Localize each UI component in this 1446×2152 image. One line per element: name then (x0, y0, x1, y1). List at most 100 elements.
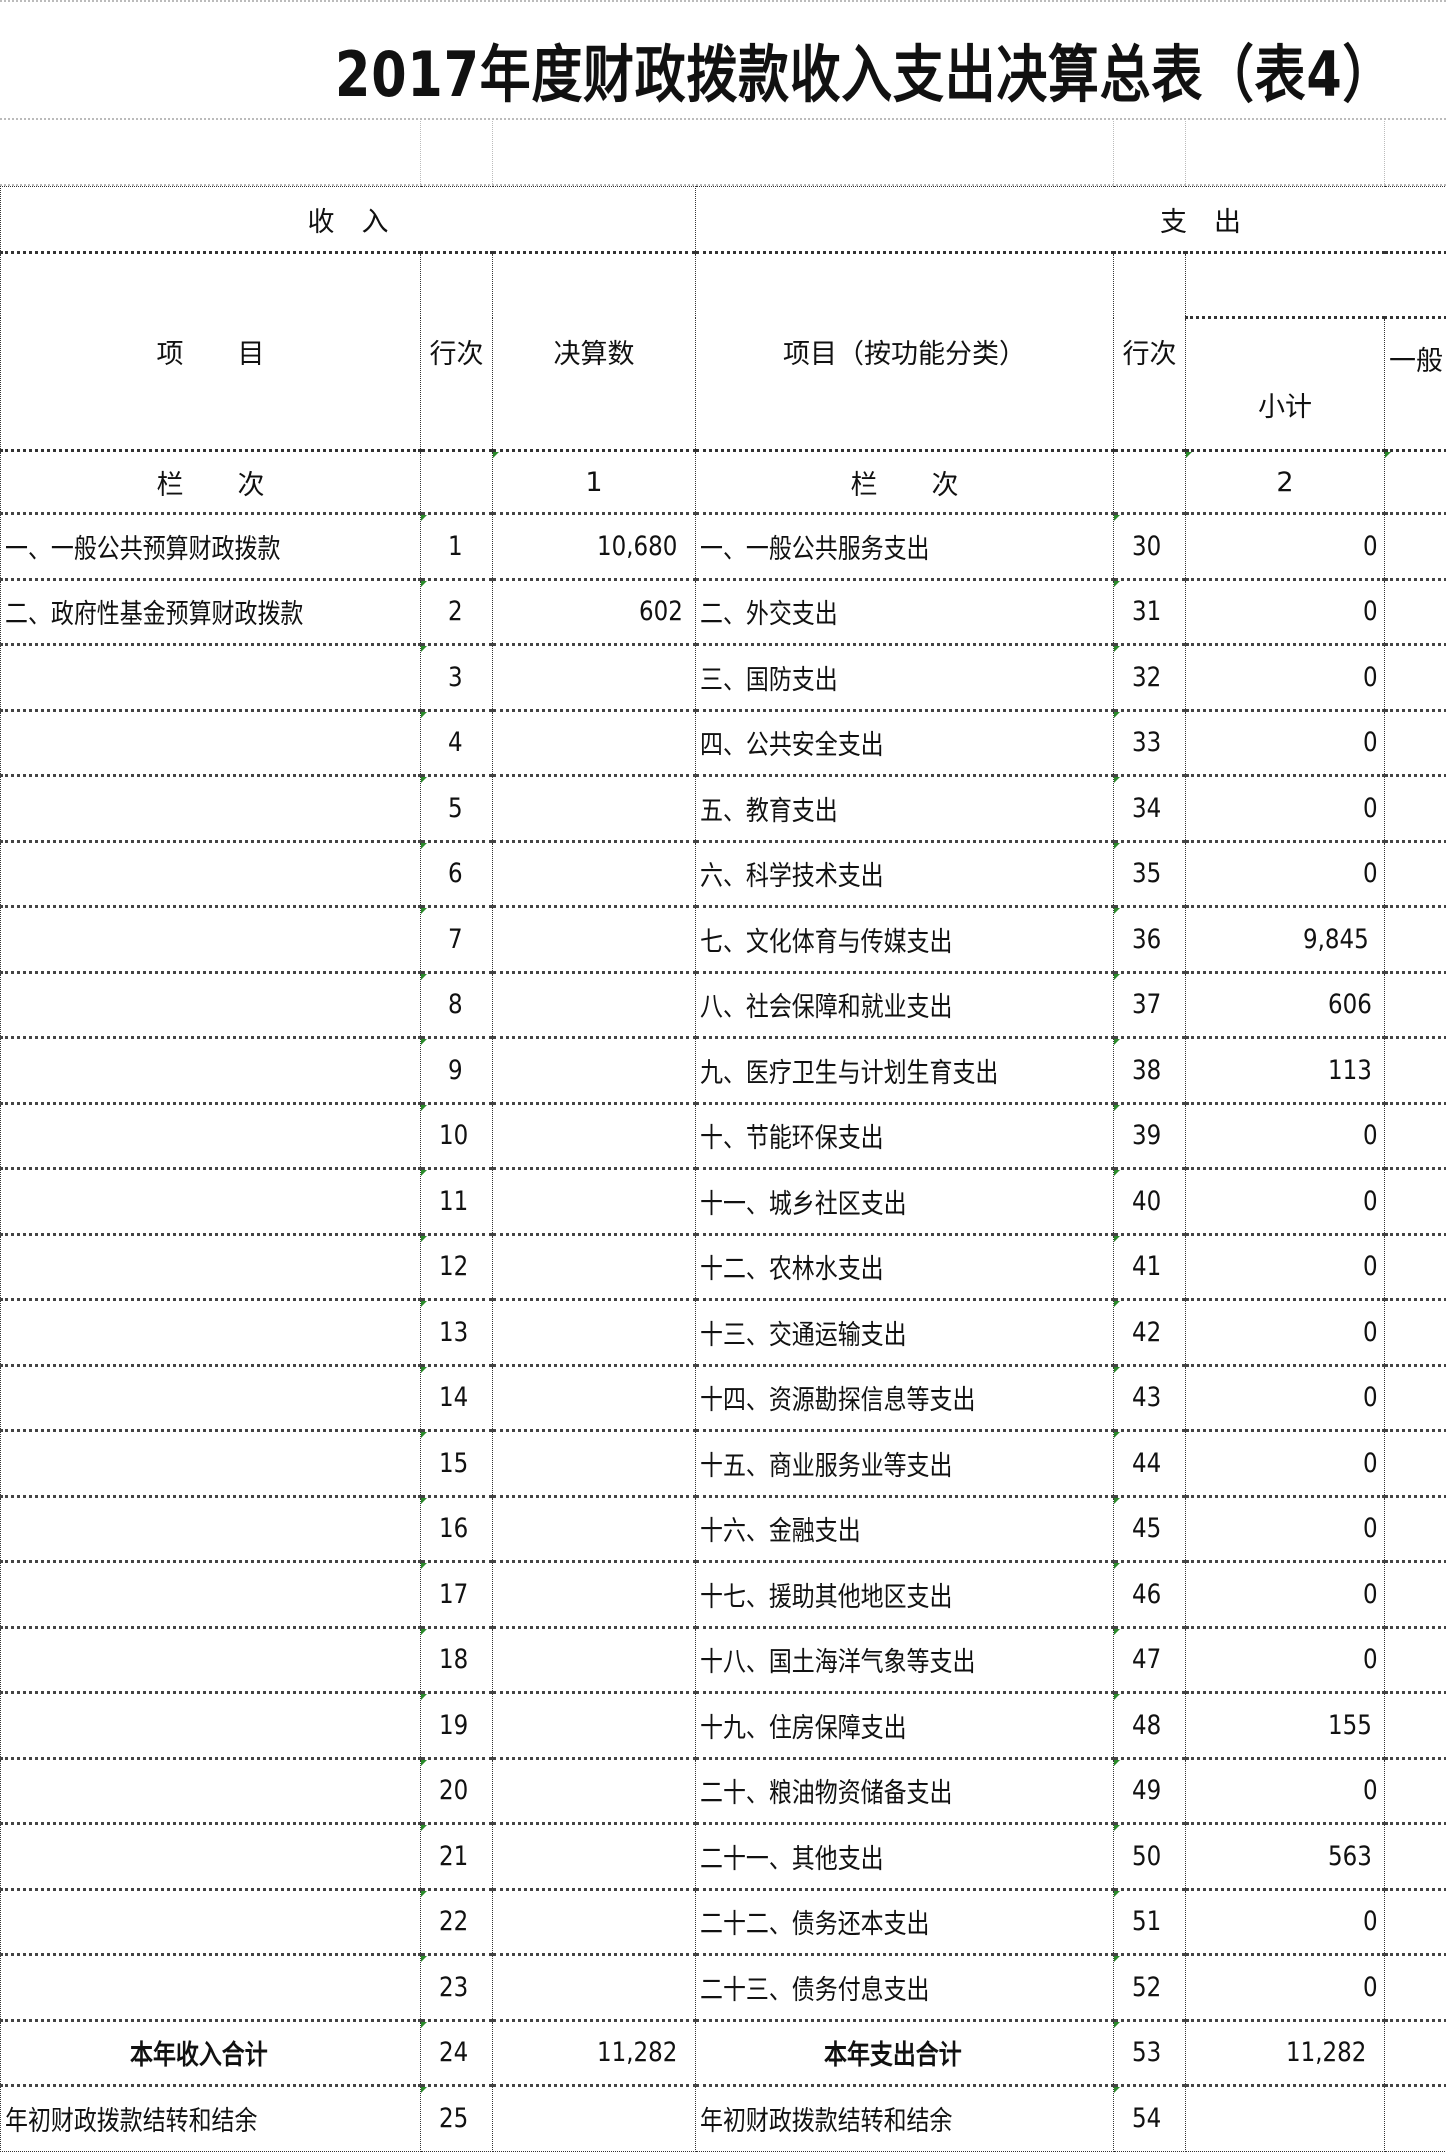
income-total-row-no: 24 (421, 2020, 493, 2086)
subtotal-header: 小计 (1186, 318, 1385, 451)
expense-row-no: 35 (1114, 841, 1186, 907)
income-row-no: 10 (421, 1103, 493, 1169)
expense-item-text: 十、节能环保支出 (700, 1116, 884, 1155)
general-budget-amount (1385, 1496, 1446, 1562)
income-row-no-text: 7 (448, 924, 463, 955)
expense-row-no: 32 (1114, 645, 1186, 711)
income-item (1, 1758, 421, 1824)
income-row-no: 4 (421, 710, 493, 776)
expense-total-row-no-text: 53 (1132, 2037, 1161, 2068)
income-row-no: 9 (421, 1038, 493, 1104)
expense-subtotal: 0 (1186, 1562, 1385, 1628)
empty-cell (1114, 451, 1186, 514)
expense-row-no-text: 46 (1132, 1579, 1161, 1610)
income-row-no: 14 (421, 1365, 493, 1431)
expense-row-no-text: 37 (1132, 989, 1161, 1020)
income-row-no: 21 (421, 1824, 493, 1890)
income-item (1, 1169, 421, 1235)
income-amount (493, 1300, 696, 1366)
expense-item: 十九、住房保障支出 (696, 1693, 1114, 1759)
income-row-no: 2 (421, 579, 493, 645)
expense-subtotal-text: 0 (1363, 531, 1378, 562)
expense-subtotal-text: 113 (1328, 1055, 1372, 1086)
expense-row-no: 50 (1114, 1824, 1186, 1890)
expense-subtotal: 0 (1186, 1300, 1385, 1366)
income-amount (493, 841, 696, 907)
general-budget-amount (1385, 645, 1446, 711)
income-row-no: 18 (421, 1627, 493, 1693)
general-budget-amount (1385, 514, 1446, 580)
income-row-no: 16 (421, 1496, 493, 1562)
general-budget-amount (1385, 841, 1446, 907)
expense-item: 五、教育支出 (696, 776, 1114, 842)
expense-row-no-text: 40 (1132, 1186, 1161, 1217)
expense-item-text: 九、医疗卫生与计划生育支出 (700, 1051, 998, 1090)
income-amount (493, 1103, 696, 1169)
expense-row-no: 30 (1114, 514, 1186, 580)
income-amount (493, 776, 696, 842)
income-item (1, 1300, 421, 1366)
expense-item: 六、科学技术支出 (696, 841, 1114, 907)
expense-item-text: 十九、住房保障支出 (700, 1706, 907, 1745)
expense-subtotal: 0 (1186, 579, 1385, 645)
expense-subtotal: 0 (1186, 1169, 1385, 1235)
expense-item: 二十二、债务还本支出 (696, 1889, 1114, 1955)
income-header: 收 入 (1, 187, 696, 253)
income-row-no: 17 (421, 1562, 493, 1628)
expense-row-no: 51 (1114, 1889, 1186, 1955)
expense-row-no: 46 (1114, 1562, 1186, 1628)
expense-item: 十七、援助其他地区支出 (696, 1562, 1114, 1628)
general-budget-amount (1385, 1431, 1446, 1497)
expense-row-no: 36 (1114, 907, 1186, 973)
expense-subtotal: 0 (1186, 710, 1385, 776)
general-budget-amount (1385, 776, 1446, 842)
expense-subtotal-text: 0 (1363, 1579, 1378, 1610)
income-row-no-text: 11 (439, 1186, 468, 1217)
expense-row-no-text: 38 (1132, 1055, 1161, 1086)
empty-cell (1385, 2086, 1446, 2152)
income-total-amount-text: 11,282 (597, 2037, 677, 2068)
expense-row-no: 31 (1114, 579, 1186, 645)
general-budget-amount (1385, 1693, 1446, 1759)
expense-total-label: 本年支出合计 (696, 2020, 1114, 2086)
expense-subtotal-text: 0 (1363, 1906, 1378, 1937)
general-budget-header: 一般 (1385, 318, 1446, 451)
income-amount (493, 1234, 696, 1300)
expense-row-no: 43 (1114, 1365, 1186, 1431)
income-row-no: 19 (421, 1693, 493, 1759)
expense-item-text: 八、社会保障和就业支出 (700, 985, 952, 1024)
expense-row-no-text: 52 (1132, 1972, 1161, 2003)
expense-item-text: 十四、资源勘探信息等支出 (700, 1378, 975, 1417)
expense-item: 十二、农林水支出 (696, 1234, 1114, 1300)
general-budget-total (1385, 2020, 1446, 2086)
general-budget-amount (1385, 1955, 1446, 2021)
expense-subtotal: 606 (1186, 972, 1385, 1038)
income-row-no-text: 5 (448, 793, 463, 824)
general-budget-amount (1385, 1365, 1446, 1431)
expense-item: 十八、国土海洋气象等支出 (696, 1627, 1114, 1693)
expense-item: 二十一、其他支出 (696, 1824, 1114, 1890)
expense-subtotal: 9,845 (1186, 907, 1385, 973)
income-item-text: 一、一般公共预算财政拨款 (5, 527, 280, 566)
general-budget-amount (1385, 1234, 1446, 1300)
general-budget-amount (1385, 907, 1446, 973)
expense-subtotal: 0 (1186, 1955, 1385, 2021)
expense-total-row-no: 53 (1114, 2020, 1186, 2086)
income-amount-header: 决算数 (493, 253, 696, 451)
income-row-no: 8 (421, 972, 493, 1038)
expense-subtotal-text: 0 (1363, 1513, 1378, 1544)
expense-item: 八、社会保障和就业支出 (696, 972, 1114, 1038)
expense-subtotal-text: 0 (1363, 1644, 1378, 1675)
expense-subtotal: 0 (1186, 1365, 1385, 1431)
